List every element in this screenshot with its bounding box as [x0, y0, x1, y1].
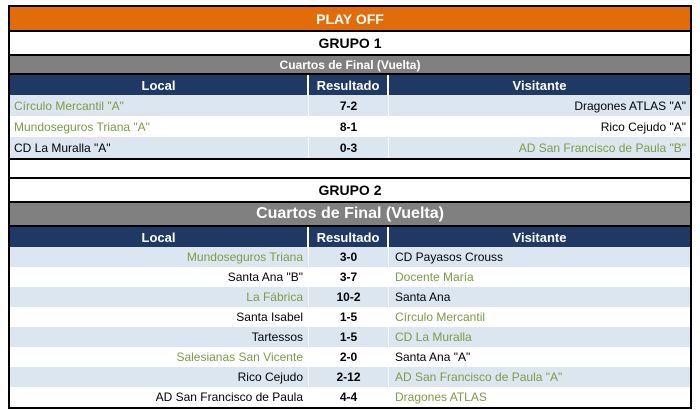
local-team-cell: Círculo Mercantil "A" [10, 95, 309, 116]
score-cell: 10-2 [309, 287, 389, 307]
group-1-round-header: Cuartos de Final (Vuelta) [10, 56, 690, 75]
match-row: Salesianas San Vicente 2-0 Santa Ana "A" [10, 347, 690, 367]
playoff-banner: PLAY OFF [10, 7, 690, 32]
column-header-resultado: Resultado [309, 75, 389, 95]
local-team-cell: La Fábrica [10, 287, 309, 307]
visitor-team-cell: Dragones ATLAS [395, 390, 487, 404]
score-cell: 2-0 [309, 347, 389, 367]
match-row: Mundoseguros Triana "A" 8-1 Rico Cejudo … [10, 116, 690, 137]
match-row: AD San Francisco de Paula 4-4 Dragones A… [10, 387, 690, 407]
match-row: Santa Ana "B" 3-7 Docente María [10, 267, 690, 287]
visitor-team-cell: AD San Francisco de Paula "A" [395, 370, 563, 384]
score-cell: 3-0 [309, 247, 389, 267]
group-2-title: GRUPO 2 [10, 179, 690, 203]
column-header-visitante: Visitante [512, 229, 567, 245]
match-row: Mundoseguros Triana 3-0 CD Payasos Crous… [10, 247, 690, 267]
match-row: Rico Cejudo 2-12 AD San Francisco de Pau… [10, 367, 690, 387]
match-row: Círculo Mercantil "A" 7-2 Dragones ATLAS… [10, 95, 690, 116]
group-2-rows: Mundoseguros Triana 3-0 CD Payasos Crous… [10, 247, 690, 407]
playoff-results-table: PLAY OFF GRUPO 1 Cuartos de Final (Vuelt… [8, 5, 692, 409]
score-cell: 2-12 [309, 367, 389, 387]
local-team-cell: Tartessos [10, 327, 309, 347]
local-team-cell: Santa Ana "B" [10, 267, 309, 287]
score-cell: 1-5 [309, 307, 389, 327]
column-header-local: Local [10, 75, 309, 95]
visitor-team-cell: Círculo Mercantil [395, 310, 486, 324]
group-1-column-header-row: Local Resultado Visitante [10, 75, 690, 95]
group-separator-spacer [10, 160, 690, 179]
local-team-cell: Santa Isabel [10, 307, 309, 327]
score-cell: 3-7 [309, 267, 389, 287]
group-2-round-header: Cuartos de Final (Vuelta) [10, 203, 690, 227]
group-1-title: GRUPO 1 [10, 32, 690, 56]
score-cell: 1-5 [309, 327, 389, 347]
match-row: Tartessos 1-5 CD La Muralla [10, 327, 690, 347]
visitor-team-cell: AD San Francisco de Paula "B" [518, 140, 686, 155]
local-team-cell: Mundoseguros Triana [10, 247, 309, 267]
match-row: Santa Isabel 1-5 Círculo Mercantil [10, 307, 690, 327]
column-header-resultado: Resultado [309, 227, 389, 247]
local-team-cell: AD San Francisco de Paula [10, 387, 309, 407]
match-row: La Fábrica 10-2 Santa Ana [10, 287, 690, 307]
local-team-cell: Mundoseguros Triana "A" [10, 116, 309, 137]
visitor-team-cell: Santa Ana "A" [395, 350, 471, 364]
score-cell: 7-2 [309, 95, 389, 116]
visitor-team-cell: Dragones ATLAS "A" [574, 98, 686, 113]
match-row: CD La Muralla "A" 0-3 AD San Francisco d… [10, 137, 690, 158]
visitor-team-cell: Docente María [395, 270, 474, 284]
column-header-local: Local [10, 227, 309, 247]
visitor-team-cell: CD Payasos Crouss [395, 250, 504, 264]
local-team-cell: Rico Cejudo [10, 367, 309, 387]
visitor-team-cell: CD La Muralla [395, 330, 472, 344]
group-1-rows: Círculo Mercantil "A" 7-2 Dragones ATLAS… [10, 95, 690, 158]
visitor-team-cell: Rico Cejudo "A" [600, 119, 686, 134]
column-header-visitante: Visitante [512, 77, 567, 93]
score-cell: 4-4 [309, 387, 389, 407]
local-team-cell: Salesianas San Vicente [10, 347, 309, 367]
score-cell: 8-1 [309, 116, 389, 137]
local-team-cell: CD La Muralla "A" [10, 137, 309, 158]
group-2-column-header-row: Local Resultado Visitante [10, 227, 690, 247]
visitor-team-cell: Santa Ana [395, 290, 451, 304]
score-cell: 0-3 [309, 137, 389, 158]
group-1-bottom-border [10, 158, 690, 160]
